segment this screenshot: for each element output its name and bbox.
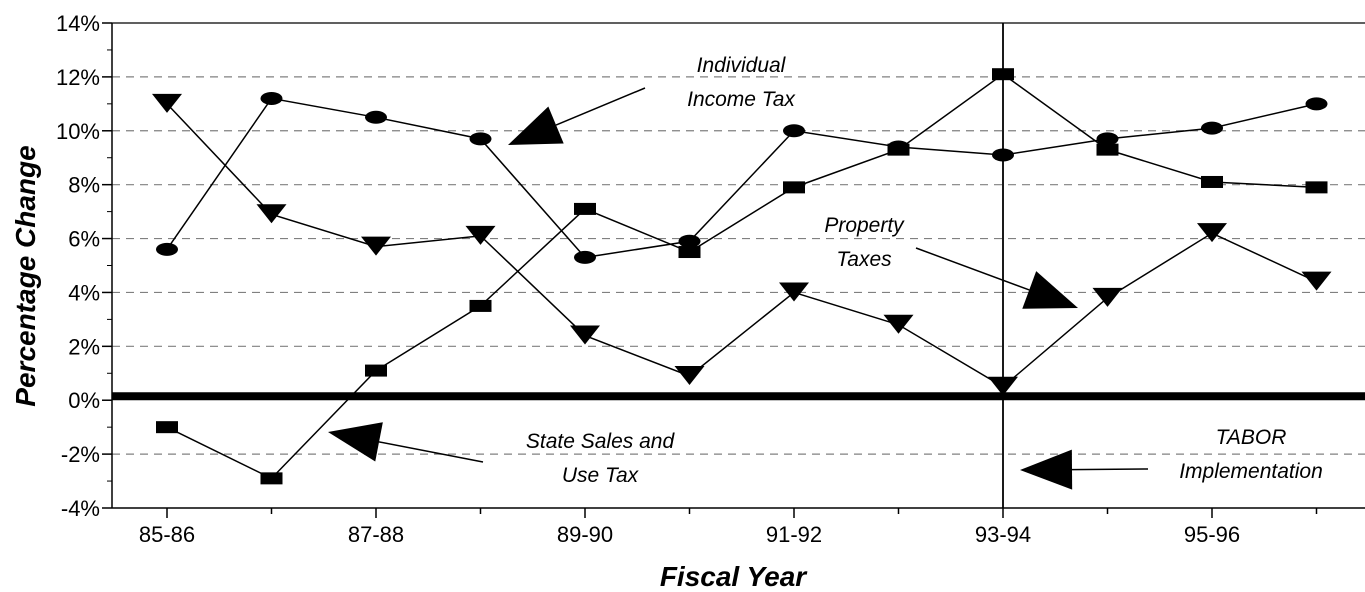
data-point-sales	[469, 299, 492, 312]
data-point-income	[260, 91, 283, 105]
data-point-income	[156, 242, 178, 256]
data-point-sales	[887, 143, 910, 156]
x-tick-label: 85-86	[139, 522, 195, 547]
x-tick-label: 89-90	[557, 522, 613, 547]
data-point-income	[1096, 132, 1119, 146]
sales-arrow-head	[328, 422, 383, 462]
data-point-property	[1092, 287, 1123, 307]
data-point-income	[1305, 97, 1328, 111]
data-point-income	[574, 250, 596, 264]
x-tick-label: 87-88	[348, 522, 404, 547]
data-point-property	[1301, 271, 1332, 291]
data-point-property	[570, 325, 600, 345]
y-tick-label: 10%	[56, 119, 100, 144]
data-point-sales	[156, 421, 178, 434]
sales-tax-label: State Sales and	[526, 430, 676, 453]
gridlines	[112, 22, 1365, 455]
data-point-sales	[1305, 181, 1328, 194]
x-tick-label: 95-96	[1184, 522, 1240, 547]
income-arrow-shaft	[555, 87, 646, 126]
data-point-property	[988, 376, 1018, 396]
y-tick-label: 14%	[56, 11, 100, 36]
y-tick-label: -2%	[61, 442, 100, 467]
tabor-label: Implementation	[1179, 460, 1323, 483]
series-line-sales	[166, 73, 1317, 480]
tabor-arrow-shaft	[1071, 468, 1149, 471]
y-tick-label: 0%	[68, 388, 100, 413]
data-point-property	[883, 314, 914, 334]
property-arrow-head	[1022, 271, 1078, 309]
y-tick-label: 12%	[56, 65, 100, 90]
data-point-sales	[574, 202, 596, 215]
data-point-income	[365, 110, 387, 124]
tabor-label: TABOR	[1216, 426, 1287, 449]
y-tick-label: 6%	[68, 227, 100, 252]
series-lines	[152, 68, 1332, 485]
x-axis-title: Fiscal Year	[660, 561, 808, 592]
data-point-sales	[992, 68, 1014, 81]
data-point-income	[1201, 121, 1223, 135]
series-line-income	[166, 97, 1317, 259]
y-tick-label: 8%	[68, 173, 100, 198]
data-point-property	[256, 204, 287, 224]
data-point-sales	[678, 246, 701, 259]
data-point-property	[1197, 223, 1227, 243]
axes: -4% -2% 0% 2% 4% 6% 8% 10% 12% 14% 85-86 87-88 89-90…	[56, 11, 1365, 547]
data-point-sales	[260, 472, 283, 485]
data-point-property	[465, 225, 496, 245]
tabor-arrow-head	[1020, 449, 1073, 490]
sales-arrow-shaft	[378, 441, 484, 463]
data-point-property	[152, 93, 182, 113]
data-point-income	[992, 148, 1014, 162]
income-tax-label: Individual	[697, 54, 787, 77]
x-tick-label: 91-92	[766, 522, 822, 547]
data-point-property	[674, 365, 705, 385]
y-tick-label: 4%	[68, 280, 100, 305]
data-point-sales	[1201, 175, 1223, 188]
data-point-sales	[365, 364, 387, 377]
y-tick-label: -4%	[61, 496, 100, 521]
y-axis-title: Percentage Change	[10, 145, 41, 406]
data-point-sales	[1096, 143, 1119, 156]
data-point-income	[469, 132, 492, 146]
income-tax-label: Income Tax	[687, 88, 796, 111]
series-line-property	[166, 103, 1317, 388]
property-taxes-label: Taxes	[836, 248, 892, 271]
data-point-property	[361, 236, 391, 256]
data-point-property	[779, 282, 809, 302]
property-taxes-label: Property	[824, 214, 905, 237]
sales-tax-label: Use Tax	[562, 464, 640, 487]
data-point-income	[783, 124, 805, 138]
data-point-sales	[783, 181, 805, 194]
income-arrow-head	[508, 106, 564, 145]
data-point-income	[678, 234, 701, 248]
annotations: Individual Income Tax Property Taxes State S…	[328, 54, 1323, 490]
property-arrow-shaft	[915, 247, 1030, 291]
x-tick-label: 93-94	[975, 522, 1031, 547]
y-tick-label: 2%	[68, 334, 100, 359]
